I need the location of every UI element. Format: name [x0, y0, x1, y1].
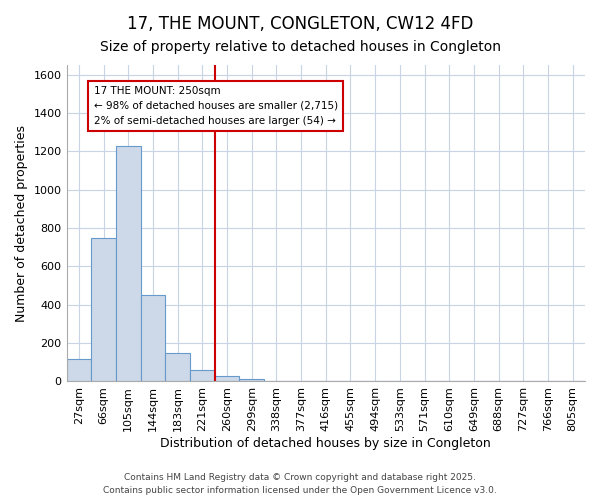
Bar: [165, 352, 190, 382]
Text: 17 THE MOUNT: 250sqm
← 98% of detached houses are smaller (2,715)
2% of semi-det: 17 THE MOUNT: 250sqm ← 98% of detached h…: [94, 86, 338, 126]
Bar: [239, 378, 264, 382]
Bar: [91, 238, 116, 382]
Y-axis label: Number of detached properties: Number of detached properties: [15, 124, 28, 322]
Text: Size of property relative to detached houses in Congleton: Size of property relative to detached ho…: [100, 40, 500, 54]
Bar: [215, 376, 239, 382]
Text: 17, THE MOUNT, CONGLETON, CW12 4FD: 17, THE MOUNT, CONGLETON, CW12 4FD: [127, 15, 473, 33]
Bar: [67, 360, 91, 382]
Bar: [140, 295, 165, 382]
Bar: [116, 146, 140, 382]
X-axis label: Distribution of detached houses by size in Congleton: Distribution of detached houses by size …: [160, 437, 491, 450]
Bar: [190, 370, 215, 382]
Text: Contains HM Land Registry data © Crown copyright and database right 2025.
Contai: Contains HM Land Registry data © Crown c…: [103, 474, 497, 495]
